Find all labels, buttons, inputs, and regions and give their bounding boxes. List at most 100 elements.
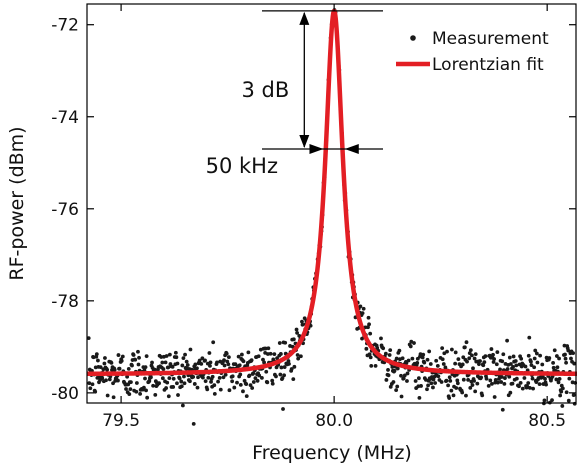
measurement-point (119, 359, 124, 363)
annotation-3db: 3 dB (242, 78, 290, 102)
measurement-point (232, 385, 237, 390)
measurement-point (136, 349, 140, 354)
measurement-point (275, 356, 279, 361)
measurement-point (535, 360, 540, 365)
measurement-point (479, 375, 484, 380)
measurement-point (478, 359, 482, 363)
measurement-point (105, 367, 110, 372)
measurement-point (453, 361, 458, 366)
measurement-point (507, 355, 512, 360)
measurement-point (461, 377, 466, 382)
measurement-point (185, 363, 190, 367)
measurement-point (160, 376, 165, 381)
measurement-point (116, 353, 121, 357)
measurement-point (360, 311, 365, 316)
measurement-point (278, 372, 283, 377)
measurement-point (195, 366, 199, 371)
measurement-point (415, 360, 420, 365)
legend-marker-measurement (410, 35, 416, 41)
y-tick-label: -72 (51, 16, 79, 36)
measurement-point (193, 362, 198, 367)
measurement-point (552, 348, 557, 353)
measurement-series (86, 8, 577, 426)
measurement-point (435, 364, 440, 368)
measurement-point (282, 365, 287, 369)
measurement-point (386, 373, 391, 378)
measurement-point (464, 340, 469, 345)
measurement-point (531, 386, 535, 391)
measurement-point (247, 373, 252, 378)
measurement-point (112, 367, 117, 372)
measurement-point (446, 383, 450, 388)
measurement-point (413, 379, 418, 383)
measurement-point (90, 382, 95, 387)
measurement-point (208, 363, 212, 368)
measurement-point (207, 351, 212, 355)
measurement-point (126, 366, 131, 371)
measurement-point (550, 398, 554, 403)
measurement-point (379, 336, 383, 341)
measurement-point (467, 356, 472, 361)
measurement-point (133, 357, 138, 362)
measurement-point (391, 380, 396, 384)
measurement-point (102, 361, 107, 366)
measurement-point (417, 395, 422, 400)
measurement-point (495, 350, 500, 354)
measurement-point (191, 375, 196, 379)
measurement-point (130, 363, 134, 368)
measurement-point (497, 376, 501, 381)
measurement-point (367, 352, 372, 357)
measurement-point (292, 364, 297, 369)
measurement-point (171, 385, 176, 389)
measurement-point (540, 362, 545, 367)
measurement-point (502, 381, 507, 386)
measurement-point (454, 386, 459, 390)
measurement-point (200, 356, 205, 361)
measurement-point (248, 383, 253, 388)
measurement-point (217, 375, 222, 380)
measurement-point (266, 346, 271, 351)
measurement-point (283, 340, 288, 345)
measurement-point (180, 363, 185, 368)
measurement-point (230, 374, 235, 379)
measurement-point (383, 351, 388, 356)
measurement-point (250, 386, 255, 390)
measurement-point (440, 357, 445, 362)
measurement-point (399, 373, 403, 378)
measurement-point (470, 383, 475, 387)
measurement-point (483, 354, 488, 359)
measurement-point (493, 377, 498, 382)
measurement-point (287, 361, 291, 366)
measurement-point (542, 398, 547, 403)
measurement-point (159, 355, 164, 359)
measurement-point (482, 360, 487, 365)
plot-frame (86, 3, 577, 404)
measurement-point (394, 356, 399, 361)
measurement-point (145, 395, 150, 400)
measurement-point (410, 356, 415, 361)
measurement-point (406, 358, 411, 363)
x-axis-label: Frequency (MHz) (252, 442, 412, 464)
measurement-point (571, 351, 576, 355)
measurement-point (461, 355, 466, 360)
measurement-point (179, 384, 184, 389)
measurement-point (166, 394, 171, 399)
measurement-point (529, 359, 533, 364)
measurement-point (171, 376, 176, 381)
arrowhead-up (299, 11, 310, 25)
measurement-point (268, 351, 273, 356)
measurement-point (295, 330, 299, 335)
measurement-point (499, 375, 504, 379)
measurement-point (554, 354, 559, 358)
measurement-point (425, 387, 429, 392)
measurement-point (445, 349, 449, 354)
measurement-point (167, 352, 172, 357)
measurement-point (500, 359, 505, 364)
measurement-point (175, 381, 179, 386)
measurement-point (481, 363, 486, 368)
measurement-point (460, 362, 465, 367)
measurement-point (471, 366, 475, 371)
measurement-point (230, 379, 235, 384)
measurement-point (453, 350, 458, 355)
measurement-point (150, 360, 154, 365)
